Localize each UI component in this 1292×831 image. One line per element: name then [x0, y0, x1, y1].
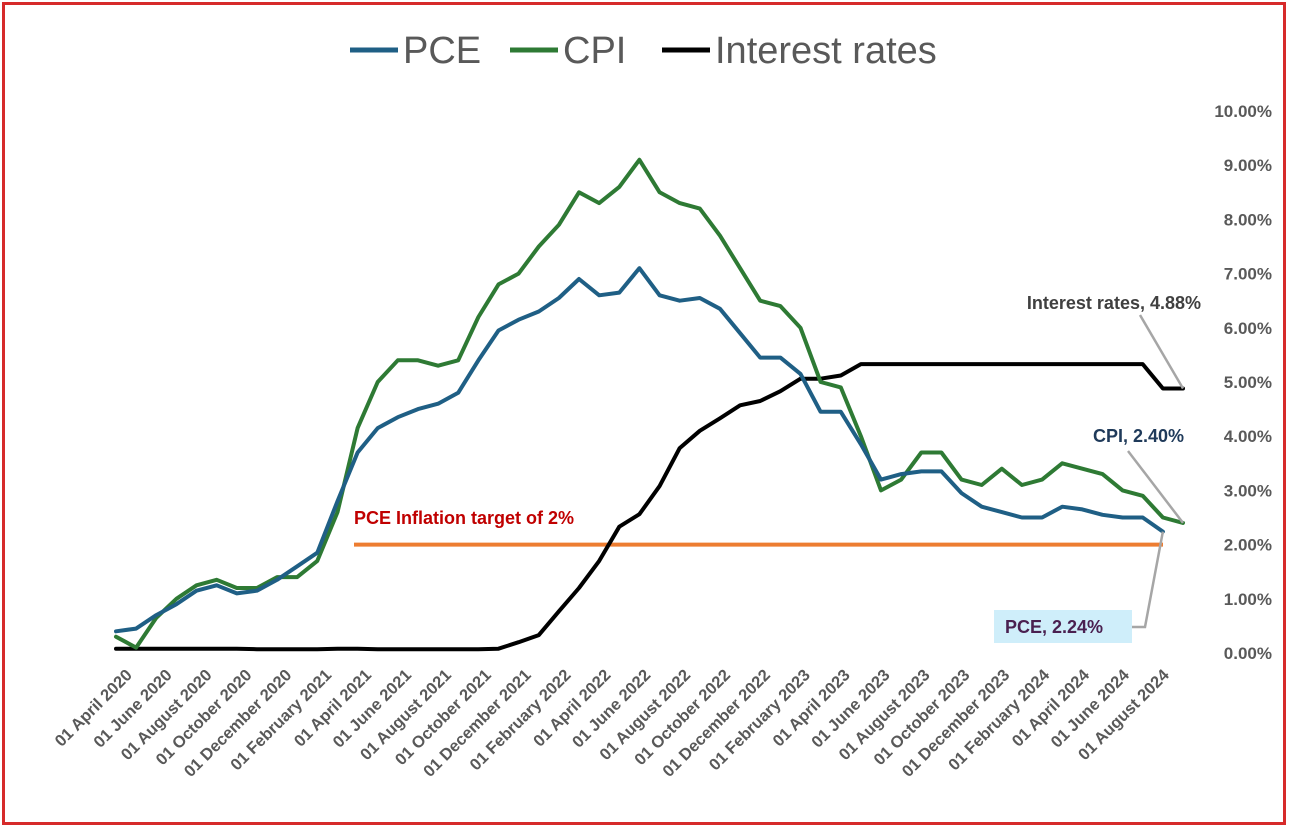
legend-label: PCE [403, 30, 481, 72]
annotation-leader-line [1130, 531, 1165, 629]
y-tick-label: 6.00% [1224, 319, 1272, 338]
legend-label: CPI [563, 30, 626, 72]
y-tick-label: 0.00% [1224, 644, 1272, 663]
annotation-pce: PCE, 2.24% [994, 531, 1165, 643]
pce-series [114, 266, 1165, 634]
y-tick-label: 2.00% [1224, 536, 1272, 555]
interest-rates-series [114, 362, 1185, 652]
interest-rates-line [114, 362, 1185, 652]
annotation-interest-rates: Interest rates, 4.88% [1027, 293, 1201, 390]
annotation-background [994, 610, 1132, 643]
y-axis: 0.00% 1.00% 2.00% 3.00% 4.00% 5.00% 6.00% 7.00%… [1214, 102, 1272, 663]
y-tick-label: 10.00% [1214, 102, 1272, 121]
annotations: Interest rates, 4.88% CPI, 2.40% PCE, 2.24… [994, 293, 1201, 643]
legend-item-pce: PCE [350, 30, 481, 72]
annotation-label: CPI, 2.40% [1093, 426, 1184, 446]
cpi-series [114, 157, 1185, 650]
cpi-line [114, 157, 1185, 650]
annotation-label: PCE, 2.24% [1005, 617, 1103, 637]
target-line-label: PCE Inflation target of 2% [354, 508, 574, 528]
annotation-leader-line [1127, 450, 1184, 524]
legend: PCE CPI Interest rates [350, 30, 937, 72]
target-line-group: PCE Inflation target of 2% [354, 508, 1163, 547]
y-tick-label: 9.00% [1224, 156, 1272, 175]
annotation-label: Interest rates, 4.88% [1027, 293, 1201, 313]
y-tick-label: 3.00% [1224, 481, 1272, 500]
pce-line [114, 266, 1165, 634]
legend-label: Interest rates [715, 30, 937, 72]
y-tick-label: 4.00% [1224, 427, 1272, 446]
y-tick-label: 5.00% [1224, 373, 1272, 392]
annotation-cpi: CPI, 2.40% [1093, 426, 1184, 524]
legend-item-interest-rates: Interest rates [662, 30, 937, 72]
series-lines [114, 157, 1185, 652]
legend-item-cpi: CPI [510, 30, 626, 72]
y-tick-label: 1.00% [1224, 590, 1272, 609]
y-tick-label: 7.00% [1224, 265, 1272, 284]
annotation-leader-line [1138, 314, 1185, 390]
y-tick-label: 8.00% [1224, 210, 1272, 229]
